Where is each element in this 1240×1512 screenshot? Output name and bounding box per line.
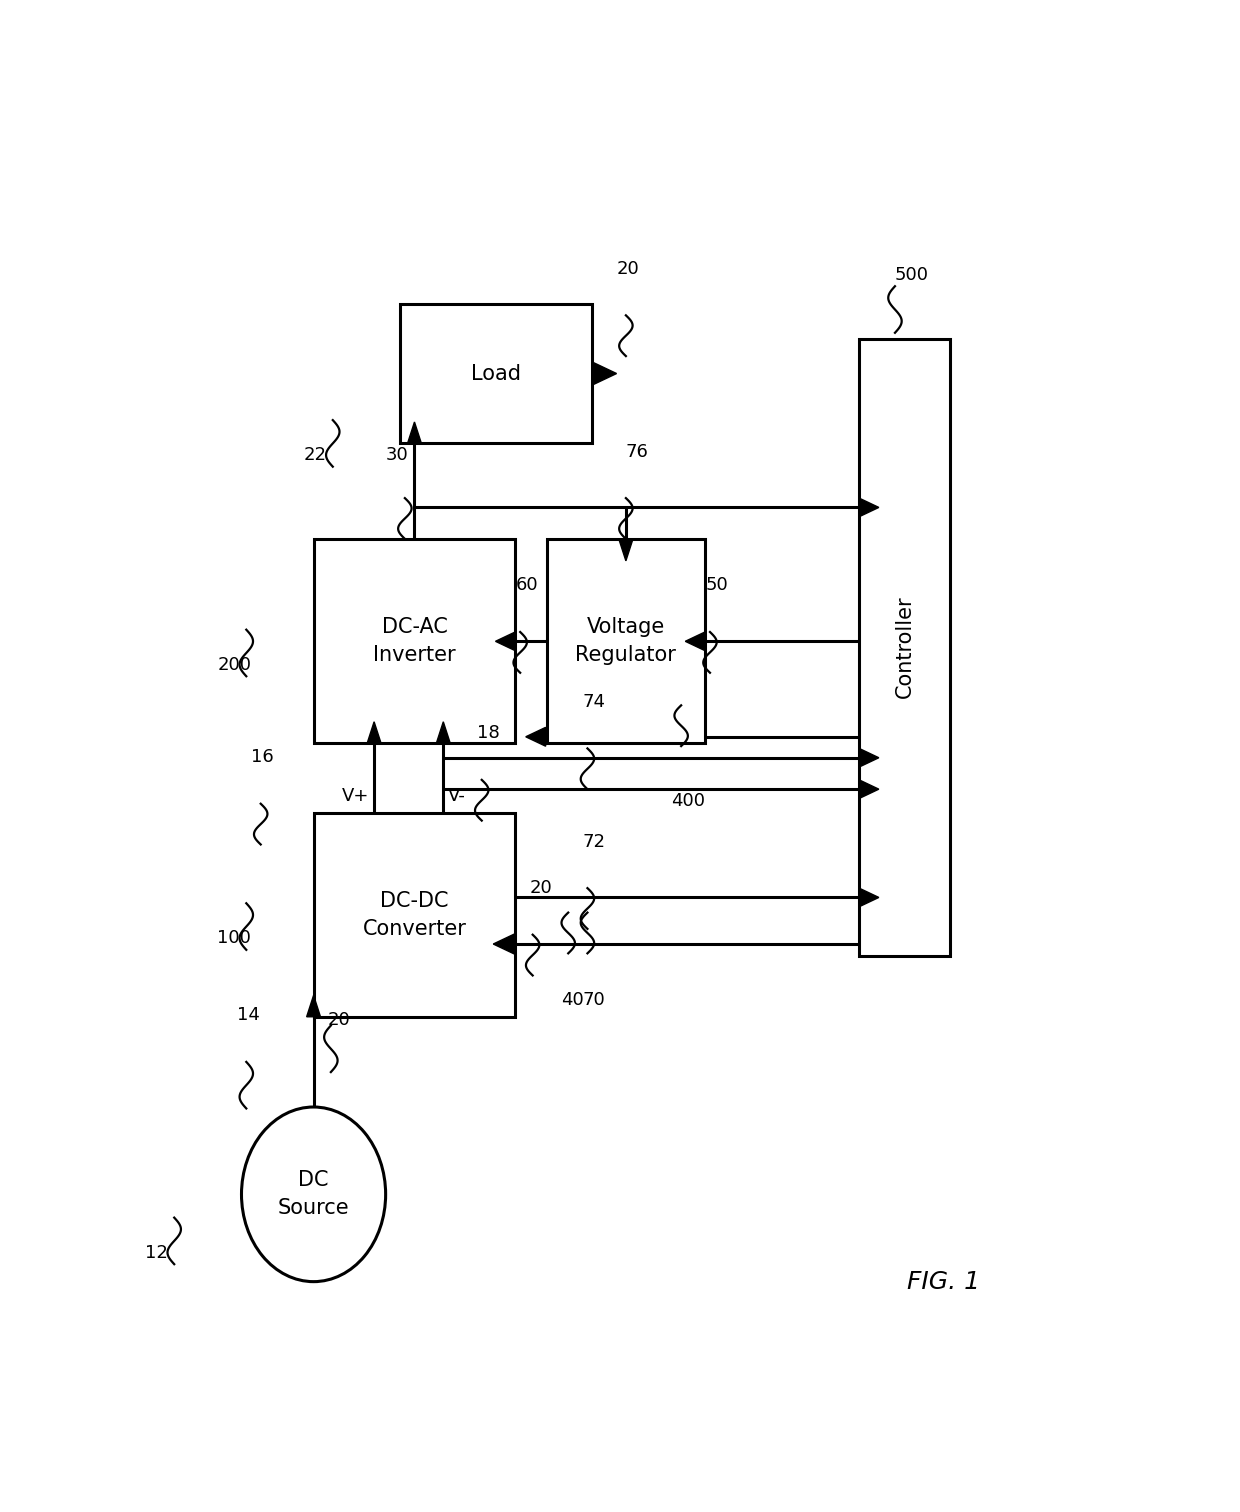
Text: 12: 12 <box>145 1243 169 1261</box>
Text: 72: 72 <box>583 833 605 851</box>
Polygon shape <box>859 780 879 798</box>
Text: 100: 100 <box>217 930 252 947</box>
Text: 40: 40 <box>562 990 584 1009</box>
Text: 30: 30 <box>386 446 408 464</box>
Text: 200: 200 <box>217 656 252 674</box>
Text: 16: 16 <box>250 748 274 767</box>
FancyBboxPatch shape <box>547 540 706 744</box>
Polygon shape <box>408 422 422 443</box>
Text: Load: Load <box>471 363 521 384</box>
Text: 22: 22 <box>304 446 327 464</box>
Polygon shape <box>436 721 450 744</box>
Polygon shape <box>367 721 381 744</box>
Text: Voltage
Regulator: Voltage Regulator <box>575 617 676 665</box>
Text: 70: 70 <box>583 990 605 1009</box>
Text: 14: 14 <box>237 1007 259 1024</box>
Text: DC
Source: DC Source <box>278 1170 350 1219</box>
Text: 400: 400 <box>672 792 706 810</box>
Text: FIG. 1: FIG. 1 <box>906 1270 980 1294</box>
Polygon shape <box>686 632 706 650</box>
FancyBboxPatch shape <box>401 304 593 443</box>
Text: 20: 20 <box>529 878 553 897</box>
FancyBboxPatch shape <box>314 813 516 1016</box>
Text: 76: 76 <box>626 443 649 461</box>
Text: 50: 50 <box>706 576 728 594</box>
Text: 20: 20 <box>616 260 639 278</box>
FancyBboxPatch shape <box>314 540 516 744</box>
Polygon shape <box>619 540 632 561</box>
Text: 74: 74 <box>583 692 605 711</box>
Text: V+: V+ <box>342 786 370 804</box>
Polygon shape <box>593 361 616 386</box>
Text: 20: 20 <box>327 1010 351 1028</box>
Polygon shape <box>859 748 879 767</box>
Text: 60: 60 <box>516 576 538 594</box>
Polygon shape <box>859 497 879 517</box>
Text: DC-AC
Inverter: DC-AC Inverter <box>373 617 456 665</box>
Text: DC-DC
Converter: DC-DC Converter <box>362 891 466 939</box>
Text: V-: V- <box>448 786 466 804</box>
Polygon shape <box>526 727 546 747</box>
Polygon shape <box>494 933 516 954</box>
Polygon shape <box>306 995 320 1016</box>
Circle shape <box>242 1107 386 1282</box>
Text: 500: 500 <box>895 266 929 284</box>
Text: Controller: Controller <box>894 596 915 699</box>
FancyBboxPatch shape <box>859 339 950 956</box>
Polygon shape <box>859 888 879 907</box>
Text: 18: 18 <box>477 724 500 742</box>
Polygon shape <box>496 632 516 650</box>
